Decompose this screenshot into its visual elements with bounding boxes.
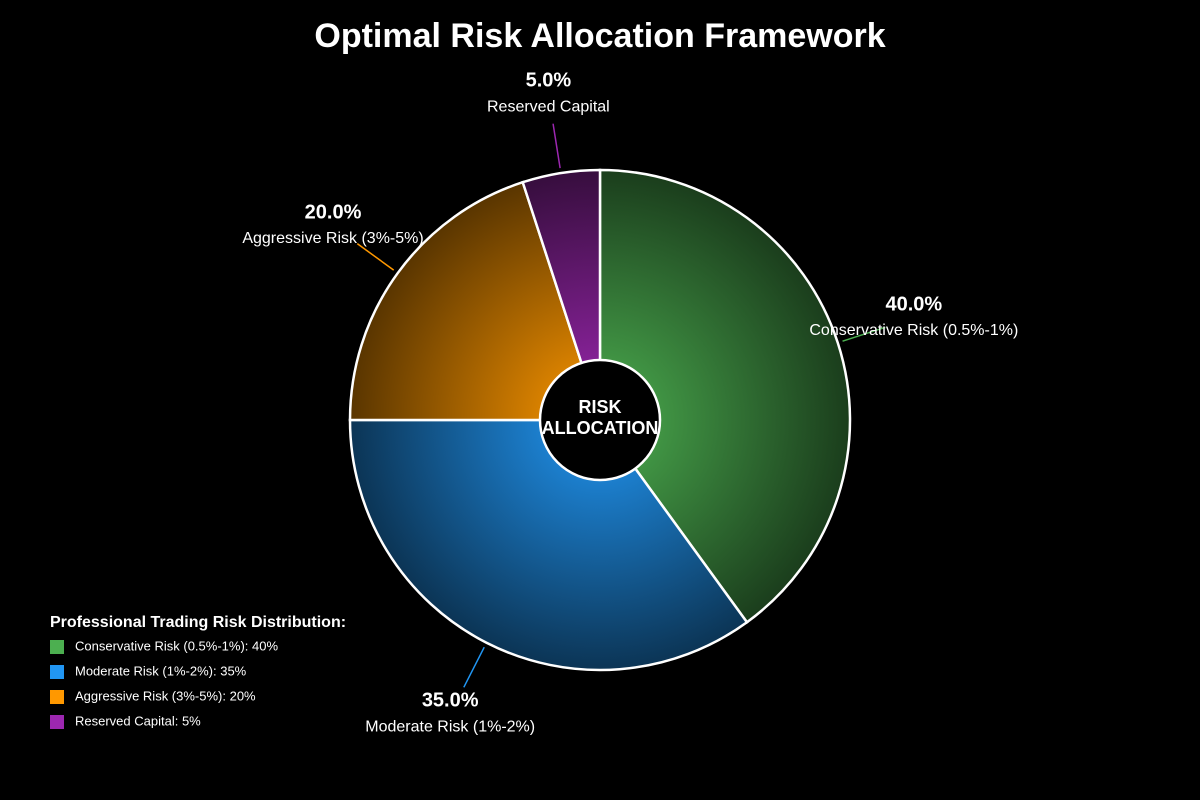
pie-slice-shade: [348, 180, 602, 422]
value-label: 20.0%: [305, 201, 362, 223]
leader-line: [842, 326, 886, 342]
category-label: Moderate Risk (1%-2%): [365, 718, 535, 735]
value-label: 35.0%: [422, 689, 479, 711]
pie-slice-shade: [521, 168, 602, 421]
legend-title: Professional Trading Risk Distribution:: [50, 614, 346, 631]
category-label: Reserved Capital: [487, 98, 610, 115]
legend-item: Conservative Risk (0.5%-1%): 40%: [75, 638, 278, 653]
leader-line: [356, 243, 395, 271]
legend-item: Moderate Risk (1%-2%): 35%: [75, 663, 247, 678]
category-label: Aggressive Risk (3%-5%): [242, 230, 423, 247]
value-label: 5.0%: [526, 69, 572, 91]
category-label: Conservative Risk (0.5%-1%): [809, 322, 1018, 339]
leader-line: [552, 123, 561, 169]
center-hole: [538, 358, 662, 482]
legend-item: Reserved Capital: 5%: [75, 713, 201, 728]
legend-swatch: [50, 640, 64, 654]
legend-swatch: [50, 690, 64, 704]
legend-swatch: [50, 665, 64, 679]
legend-item: Aggressive Risk (3%-5%): 20%: [75, 688, 256, 703]
value-label: 40.0%: [885, 293, 942, 315]
center-text: RISK: [578, 397, 621, 417]
legend-swatch: [50, 715, 64, 729]
center-text: ALLOCATION: [542, 418, 659, 438]
leader-line: [463, 646, 485, 688]
pie-slice-shade: [348, 418, 749, 672]
chart-title: Optimal Risk Allocation Framework: [314, 17, 885, 55]
pie-slice-shade: [598, 168, 852, 625]
